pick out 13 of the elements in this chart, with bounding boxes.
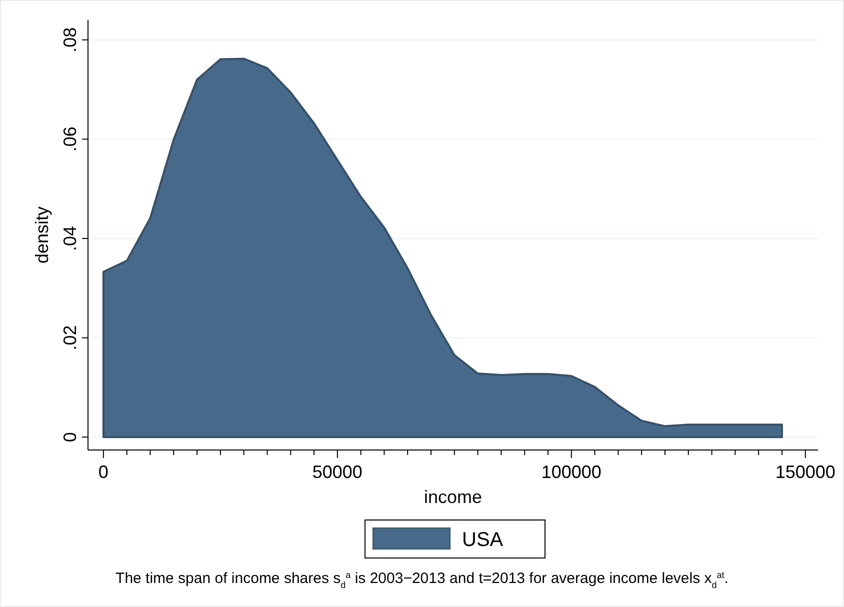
- x-tick-label: 100000: [541, 462, 602, 482]
- y-tick-label: .04: [60, 226, 80, 251]
- y-tick-label: .06: [60, 126, 80, 152]
- y-tick-label: .08: [60, 27, 80, 52]
- text: The time span of income shares s$_{d}$$^{a}$ is 2003−2013 and t=2013 for average income levels x$_{d}$$^{at}$.: [116, 570, 728, 590]
- x-axis-title: income: [424, 487, 482, 507]
- y-axis-title: density: [32, 206, 52, 264]
- legend-label: USA: [462, 529, 504, 551]
- x-tick-label: 0: [98, 462, 108, 482]
- x-tick-label: 150000: [775, 462, 836, 482]
- x-tick-label: 50000: [312, 462, 362, 482]
- y-tick-label: 0: [60, 432, 80, 442]
- y-tick-label: .02: [60, 325, 80, 350]
